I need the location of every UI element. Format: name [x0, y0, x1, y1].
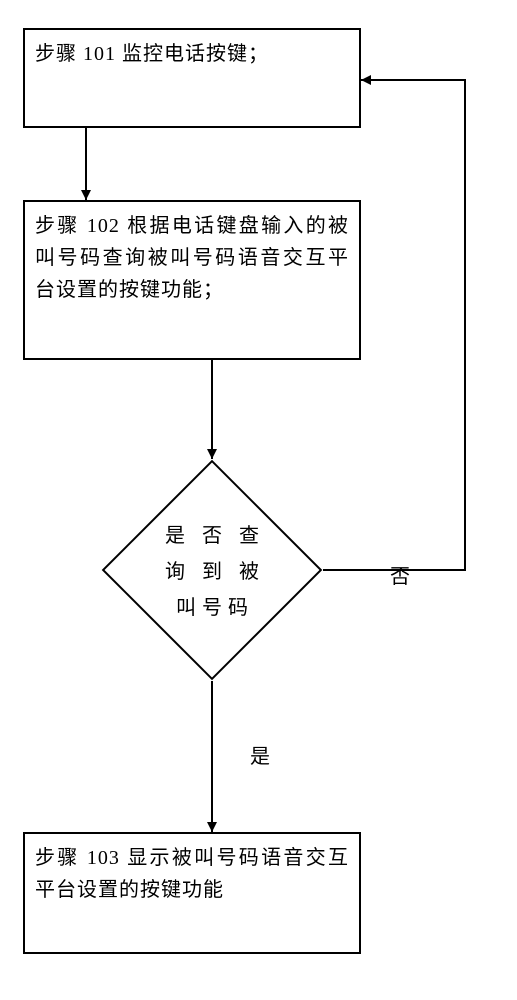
node-text: 步骤 103 显示被叫号码语音交互平台设置的按键功能 [35, 842, 349, 944]
decision-text: 是 否 查 询 到 被 叫号码 [140, 518, 290, 626]
edge-label-yes: 是 [250, 740, 272, 769]
flowchart-node-step102: 步骤 102 根据电话键盘输入的被叫号码查询被叫号码语音交互平台设置的按键功能； [23, 200, 361, 360]
node-text: 步骤 101 监控电话按键； [35, 38, 349, 118]
flowchart-node-step103: 步骤 103 显示被叫号码语音交互平台设置的按键功能 [23, 832, 361, 954]
node-text: 步骤 102 根据电话键盘输入的被叫号码查询被叫号码语音交互平台设置的按键功能； [35, 210, 349, 350]
flowchart-node-step101: 步骤 101 监控电话按键； [23, 28, 361, 128]
edge-label-no: 否 [390, 560, 412, 589]
